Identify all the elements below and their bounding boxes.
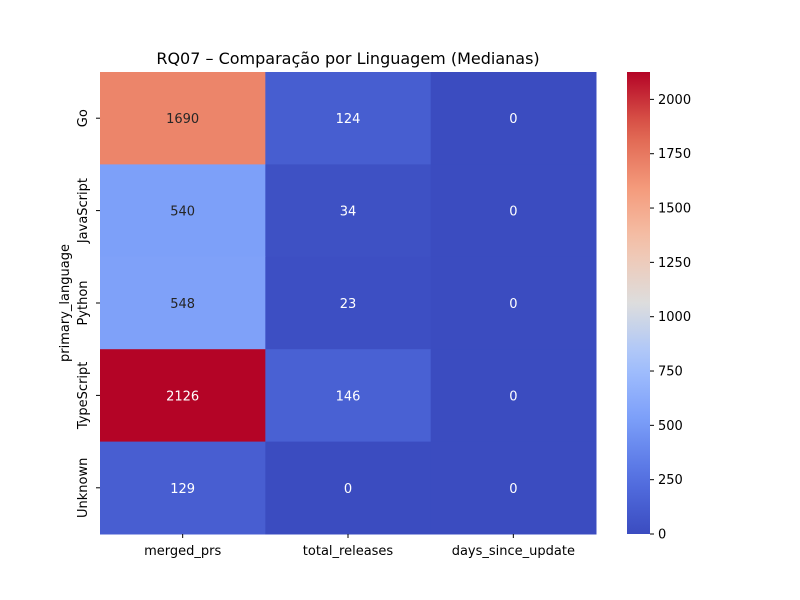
heatmap-cell bbox=[430, 349, 597, 443]
cell-value-label: 34 bbox=[340, 205, 357, 220]
cell-value-label: 0 bbox=[509, 482, 517, 497]
heatmap-cell bbox=[100, 441, 266, 535]
y-tick-label: Python bbox=[76, 280, 91, 325]
colorbar-tick-label: 750 bbox=[658, 365, 683, 380]
cell-value-label: 0 bbox=[344, 482, 352, 497]
colorbar-tick-label: 1750 bbox=[658, 147, 691, 162]
x-tick-label: merged_prs bbox=[144, 544, 221, 559]
heatmap-cell bbox=[430, 72, 597, 165]
cell-value-label: 0 bbox=[509, 297, 517, 312]
x-tick-label: total_releases bbox=[303, 544, 394, 559]
heatmap-cell bbox=[265, 256, 432, 350]
y-axis-label: primary_language bbox=[58, 244, 73, 362]
colorbar-tick-label: 250 bbox=[658, 473, 683, 488]
colorbar-tick-label: 500 bbox=[658, 419, 683, 434]
cell-value-label: 2126 bbox=[166, 389, 199, 404]
chart-title: RQ07 – Comparação por Linguagem (Mediana… bbox=[156, 49, 539, 68]
cell-value-label: 0 bbox=[509, 112, 517, 127]
colorbar-tick-label: 2000 bbox=[658, 93, 691, 108]
cell-value-label: 129 bbox=[170, 482, 195, 497]
heatmap-cell bbox=[100, 256, 266, 350]
x-axis-ticks: merged_prs total_releases days_since_updat… bbox=[144, 534, 575, 559]
colorbar-ticks: 0 250 500 750 1000 1250 1500 1750 2000 bbox=[650, 93, 691, 543]
cell-value-label: 0 bbox=[509, 205, 517, 220]
colorbar-tick-label: 1000 bbox=[658, 310, 691, 325]
colorbar-tick-label: 0 bbox=[658, 528, 666, 543]
heatmap-cell bbox=[265, 441, 432, 535]
cell-value-label: 548 bbox=[170, 297, 195, 312]
y-tick-label: Unknown bbox=[76, 458, 91, 518]
y-axis-ticks: Go JavaScript Python TypeScript Unknown bbox=[76, 109, 100, 518]
colorbar-tick-label: 1500 bbox=[658, 202, 691, 217]
cell-value-label: 124 bbox=[336, 112, 361, 127]
cell-value-label: 540 bbox=[170, 205, 195, 220]
heatmap-cells bbox=[100, 72, 597, 535]
heatmap-cell bbox=[265, 349, 432, 443]
cell-value-label: 0 bbox=[509, 389, 517, 404]
heatmap-cell bbox=[100, 349, 266, 443]
y-tick-label: Go bbox=[76, 109, 91, 127]
y-tick-label: JavaScript bbox=[76, 178, 91, 244]
cell-value-label: 1690 bbox=[166, 112, 199, 127]
heatmap-cell bbox=[430, 256, 597, 350]
heatmap-cell bbox=[430, 441, 597, 535]
y-tick-label: TypeScript bbox=[76, 362, 91, 431]
heatmap-cell bbox=[100, 72, 266, 165]
colorbar bbox=[627, 72, 650, 534]
heatmap-cell bbox=[265, 72, 432, 165]
cell-value-label: 146 bbox=[336, 389, 361, 404]
x-tick-label: days_since_update bbox=[452, 544, 575, 559]
colorbar-tick-label: 1250 bbox=[658, 256, 691, 271]
heatmap-cell bbox=[100, 164, 266, 258]
heatmap-cell bbox=[265, 164, 432, 258]
heatmap-cell bbox=[430, 164, 597, 258]
heatmap-cell-labels: 1690 124 0 540 34 0 548 23 0 2126 146 0 129 0 0 bbox=[166, 112, 517, 497]
cell-value-label: 23 bbox=[340, 297, 357, 312]
